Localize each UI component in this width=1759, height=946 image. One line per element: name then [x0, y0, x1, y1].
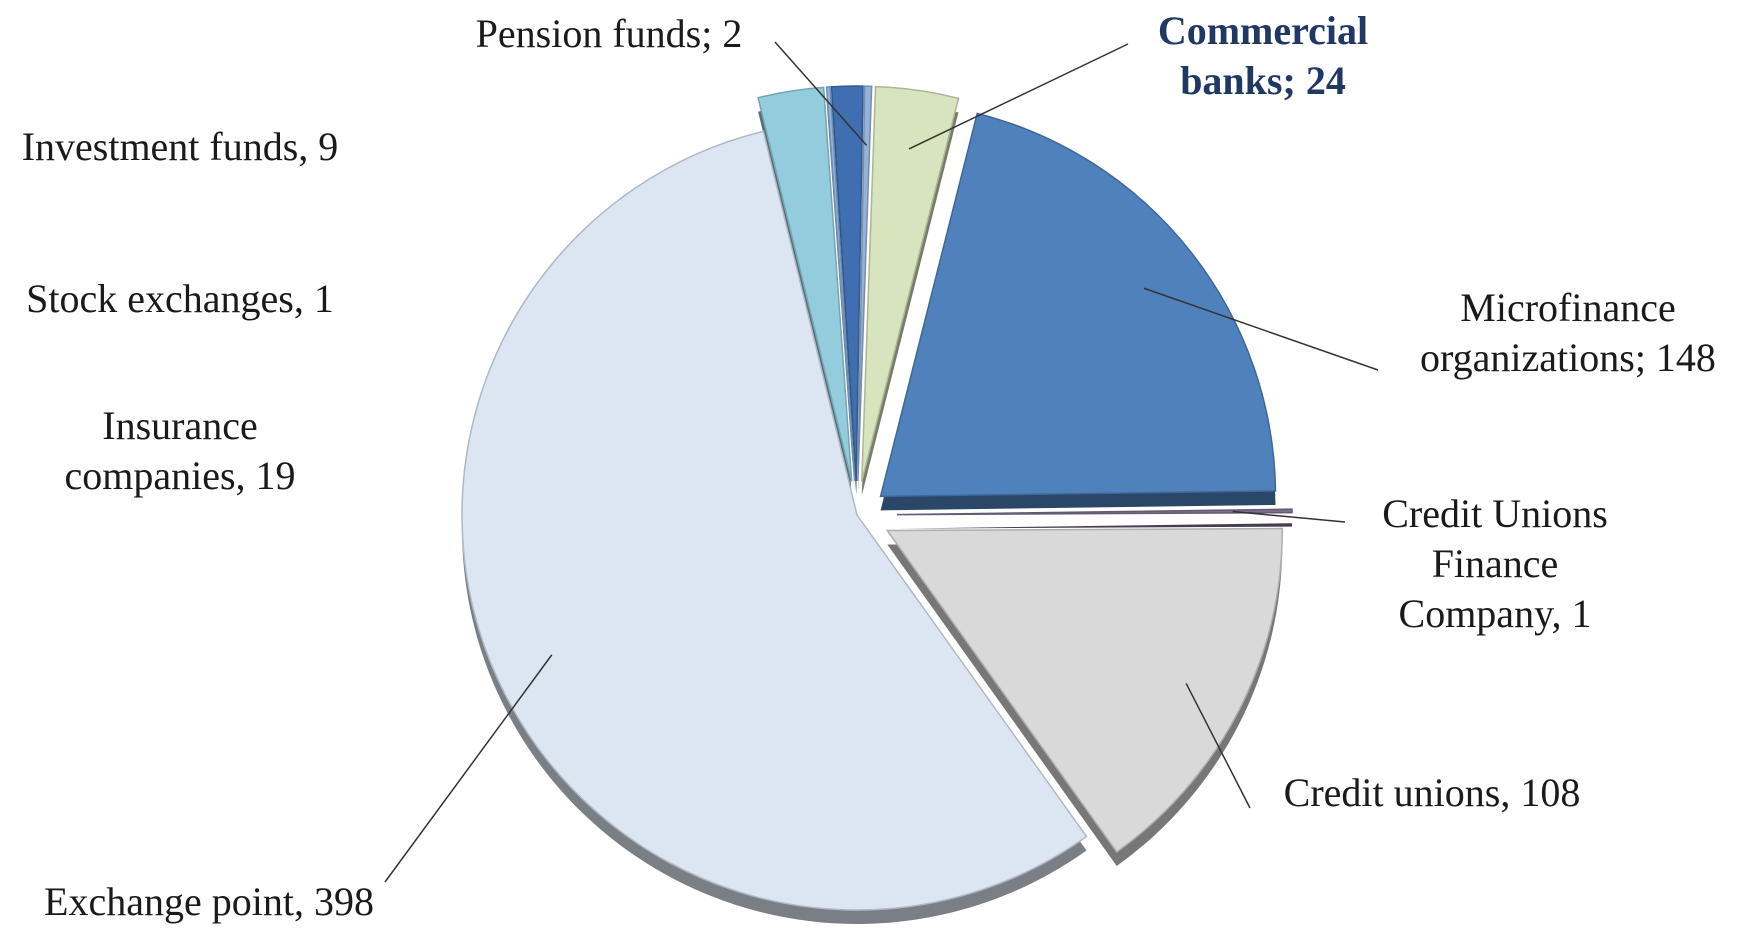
slice [461, 130, 1088, 911]
data-label: Stock exchanges, 1 [26, 276, 334, 321]
data-label: Exchange point, 398 [44, 879, 374, 924]
slice-depth [826, 100, 855, 496]
slice [857, 85, 873, 482]
slice-depth [896, 523, 1292, 529]
data-label: Commercial banks; 24 [1157, 8, 1369, 103]
data-label: Investment funds, 9 [21, 124, 339, 169]
leader-line [1185, 683, 1251, 809]
leader-line [908, 43, 1129, 150]
data-label: Insurance companies, 19 [64, 403, 296, 498]
data-label: Pension funds; 2 [475, 11, 743, 56]
slice [830, 85, 864, 482]
leader-line [1232, 510, 1346, 523]
slice [896, 508, 1293, 516]
leader-line [774, 41, 868, 146]
slice [825, 86, 856, 482]
slice [885, 527, 1284, 854]
data-label: Credit Unions Finance Company, 1 [1382, 491, 1608, 636]
slice [861, 85, 960, 482]
leader-line [1143, 287, 1379, 371]
data-label: Microfinance organizations; 148 [1420, 285, 1716, 380]
slice [879, 112, 1277, 498]
data-label: Credit unions, 108 [1283, 770, 1581, 815]
slice [757, 86, 853, 482]
leader-line [384, 654, 553, 883]
